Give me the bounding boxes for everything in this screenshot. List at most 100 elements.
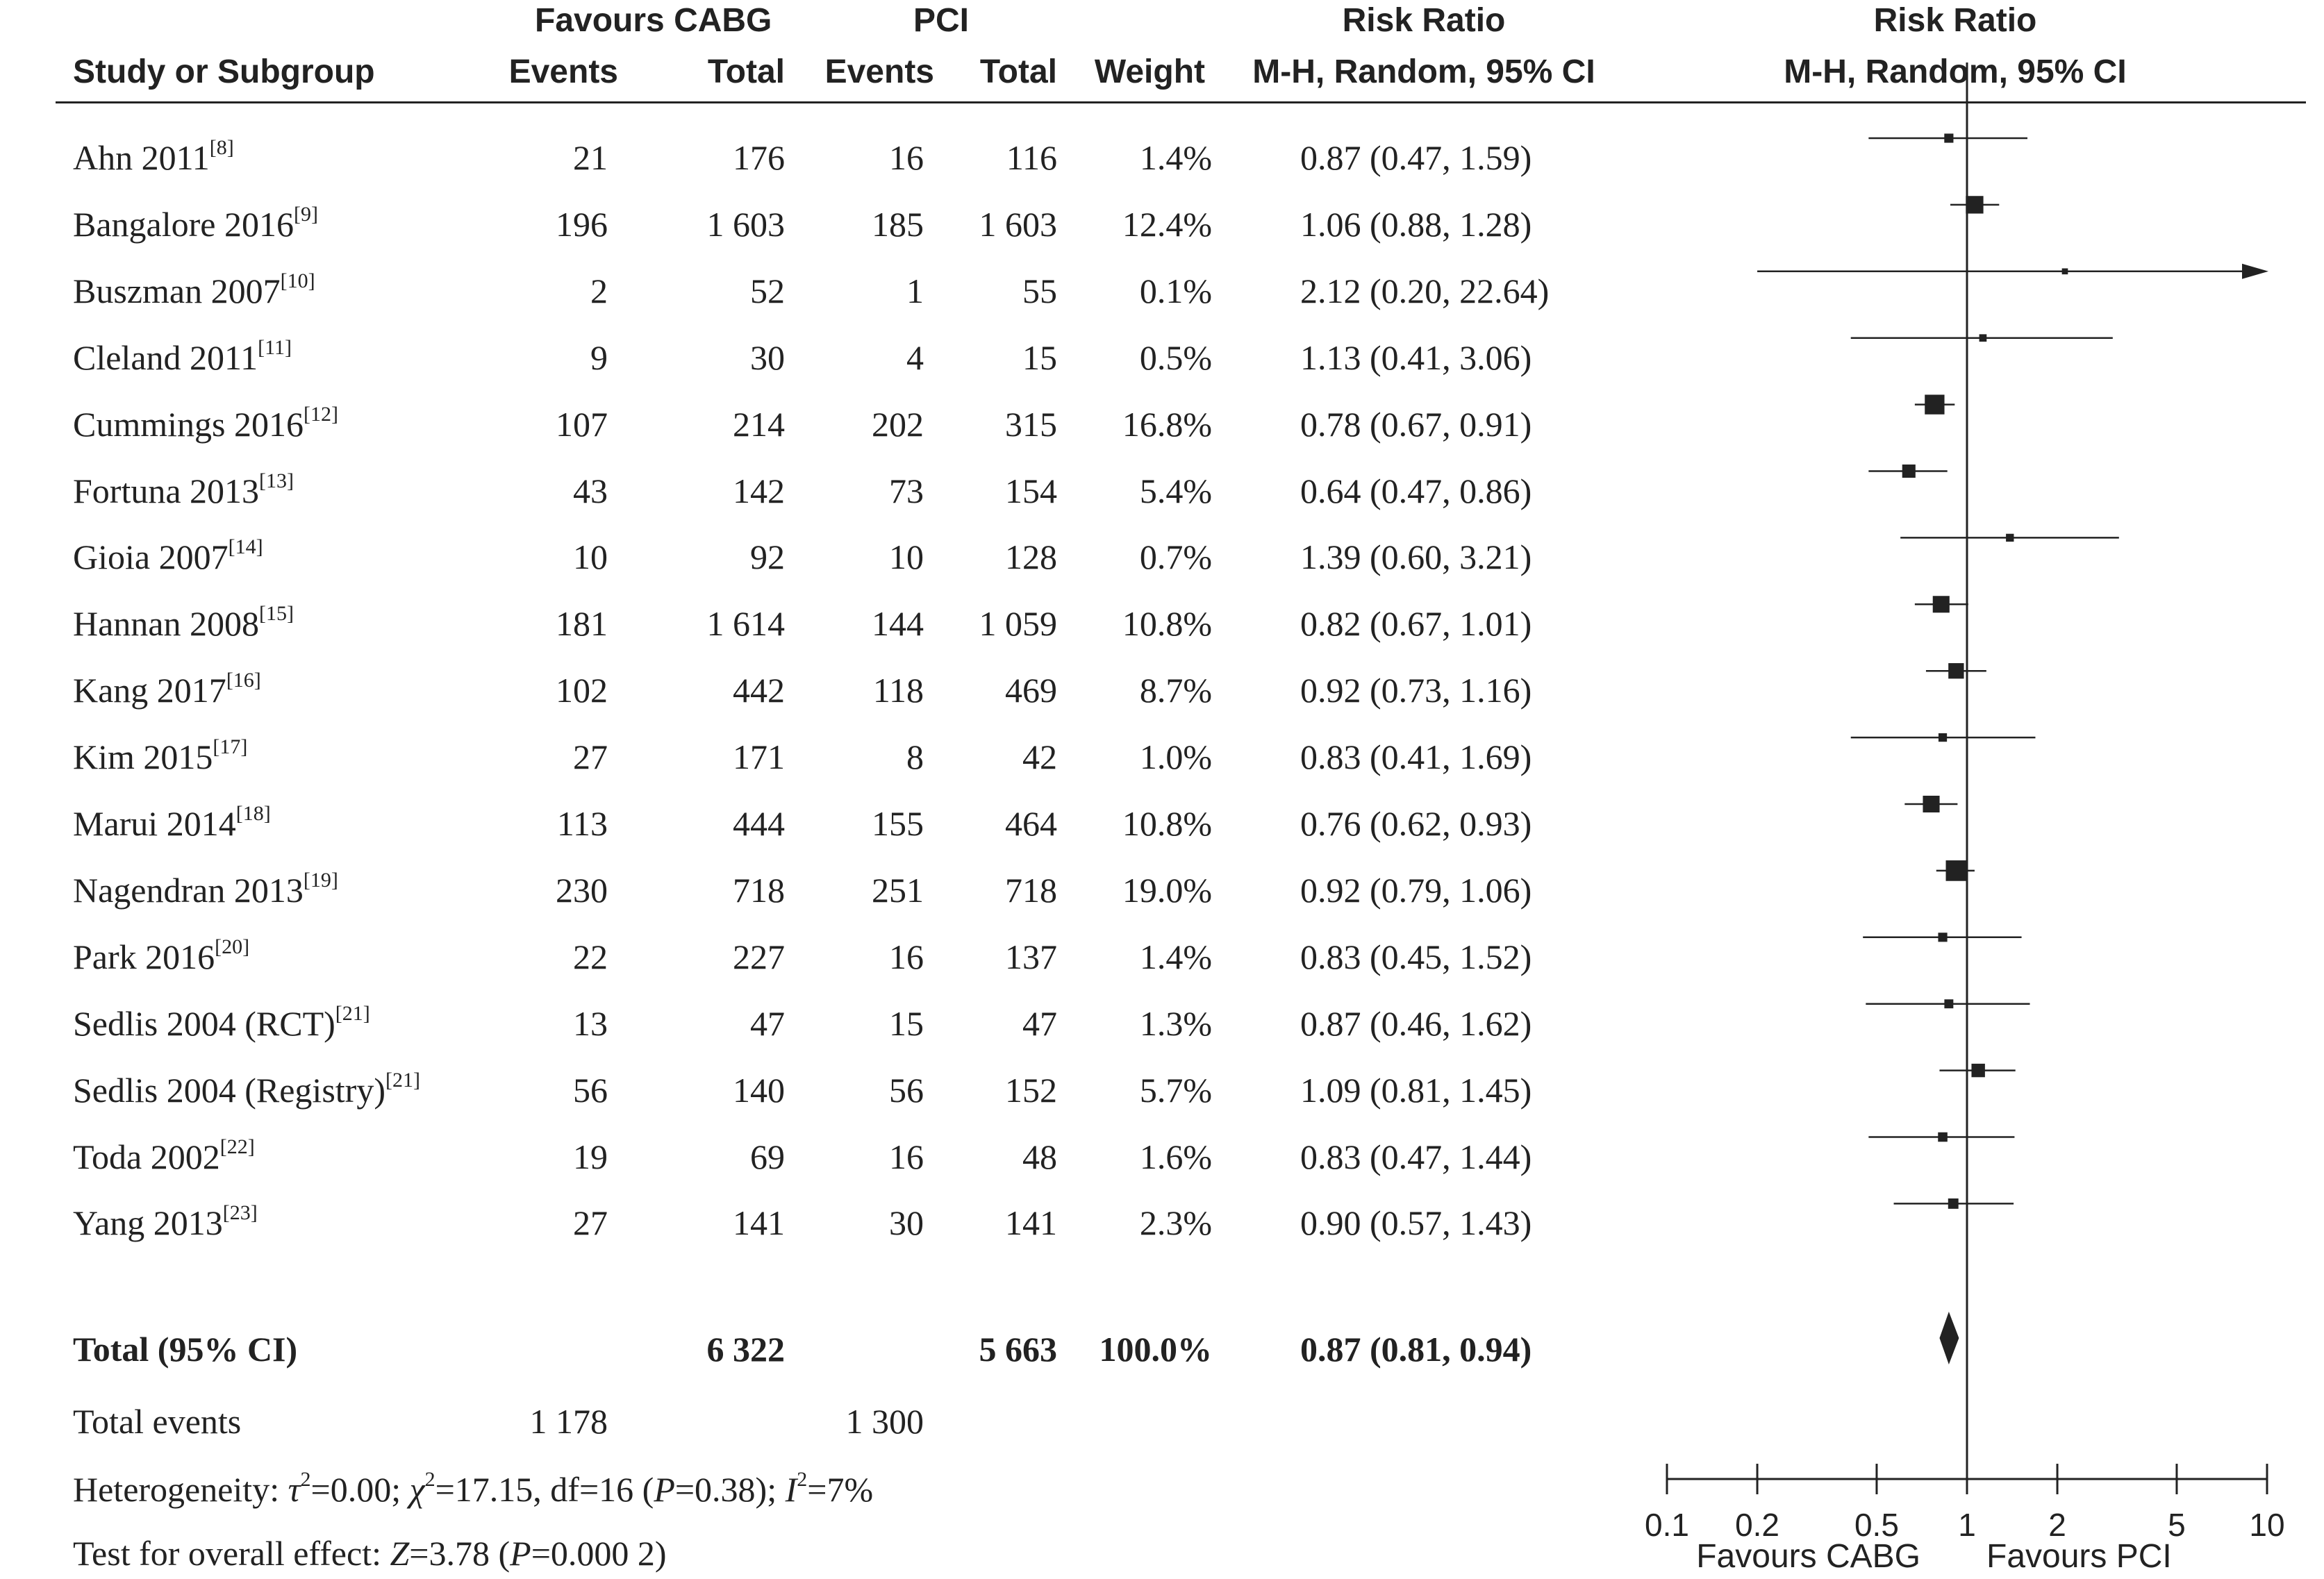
study-events2: 185 (872, 205, 924, 244)
study-name: Toda 2002[22] (73, 1135, 255, 1176)
study-name: Gioia 2007[14] (73, 535, 263, 576)
study-total1: 140 (733, 1071, 785, 1110)
overall-effect-text: Test for overall effect: Z=3.78 (P=0.000… (73, 1534, 667, 1573)
study-events1: 13 (573, 1004, 608, 1043)
study-total1: 444 (733, 804, 785, 843)
point-estimate (1945, 860, 1967, 881)
study-weight: 19.0% (1122, 871, 1212, 910)
group2-header: PCI (913, 2, 970, 39)
study-weight: 8.7% (1139, 671, 1212, 710)
study-rr-ci: 0.92 (0.79, 1.06) (1300, 871, 1532, 910)
study-rr-ci: 2.12 (0.20, 22.64) (1300, 271, 1550, 310)
point-estimate (1944, 133, 1954, 143)
study-total1: 1 614 (706, 604, 786, 643)
study-weight: 0.7% (1139, 537, 1212, 576)
events2-header: Events (824, 53, 934, 90)
study-events1: 181 (556, 604, 608, 643)
study-events1: 10 (573, 537, 608, 576)
rr-method-header: M-H, Random, 95% CI (1252, 53, 1595, 90)
study-rr-ci: 0.83 (0.45, 1.52) (1300, 937, 1532, 976)
study-total2: 718 (1005, 871, 1057, 910)
study-rr-ci: 0.87 (0.46, 1.62) (1300, 1004, 1532, 1043)
header-rule (56, 101, 2306, 103)
study-total1: 92 (750, 537, 785, 576)
study-name: Marui 2014[18] (73, 802, 271, 843)
study-weight: 10.8% (1122, 604, 1212, 643)
study-events2: 16 (889, 1137, 924, 1176)
study-total2: 1 603 (979, 205, 1058, 244)
study-events1: 113 (556, 804, 608, 843)
study-name: Fortuna 2013[13] (73, 469, 294, 510)
favours-right-label: Favours PCI (1986, 1538, 2172, 1575)
study-name: Cummings 2016[12] (73, 403, 338, 444)
study-rr-ci: 1.13 (0.41, 3.06) (1300, 338, 1532, 377)
point-estimate (1938, 933, 1948, 942)
point-estimate (1902, 464, 1916, 478)
study-rr-ci: 0.92 (0.73, 1.16) (1300, 671, 1532, 710)
study-weight: 1.3% (1139, 1004, 1212, 1043)
study-events1: 27 (573, 1203, 608, 1242)
study-total1: 176 (733, 138, 785, 177)
study-weight: 1.6% (1139, 1137, 1212, 1176)
study-total1: 171 (733, 737, 785, 776)
study-events2: 118 (872, 671, 924, 710)
study-events2: 8 (906, 737, 924, 776)
study-rr-ci: 0.83 (0.47, 1.44) (1300, 1137, 1532, 1176)
study-column-header: Study or Subgroup (73, 53, 375, 90)
weight-header: Weight (1094, 53, 1205, 90)
study-total2: 469 (1005, 671, 1057, 710)
total-events-label: Total events (73, 1402, 242, 1441)
study-total2: 141 (1005, 1203, 1057, 1242)
study-total2: 315 (1005, 405, 1057, 444)
point-estimate (1932, 596, 1950, 613)
x-tick-label: 0.2 (1735, 1507, 1779, 1543)
x-tick-label: 0.1 (1645, 1507, 1689, 1543)
study-name: Sedlis 2004 (Registry)[21] (73, 1069, 420, 1110)
study-rr-ci: 0.64 (0.47, 0.86) (1300, 471, 1532, 510)
study-events2: 15 (889, 1004, 924, 1043)
study-weight: 1.4% (1139, 138, 1212, 177)
study-total2: 15 (1022, 338, 1057, 377)
study-total1: 142 (733, 471, 785, 510)
study-events1: 230 (556, 871, 608, 910)
study-events2: 56 (889, 1071, 924, 1110)
study-rr-ci: 1.39 (0.60, 3.21) (1300, 537, 1532, 576)
study-weight: 0.1% (1139, 271, 1212, 310)
point-estimate (1938, 1132, 1948, 1142)
study-weight: 0.5% (1139, 338, 1212, 377)
study-name: Hannan 2008[15] (73, 602, 294, 643)
pooled-diamond (1939, 1312, 1959, 1364)
total1-header: Total (707, 53, 785, 90)
study-total1: 52 (750, 271, 785, 310)
study-events2: 144 (872, 604, 924, 643)
study-weight: 1.4% (1139, 937, 1212, 976)
ci-arrow (2242, 263, 2268, 279)
study-total1: 227 (733, 937, 785, 976)
study-events1: 21 (573, 138, 608, 177)
study-events1: 22 (573, 937, 608, 976)
study-total1: 1 603 (706, 205, 786, 244)
study-total2: 128 (1005, 537, 1057, 576)
point-estimate (1966, 196, 1984, 214)
study-total2: 154 (1005, 471, 1057, 510)
x-tick-label: 0.5 (1854, 1507, 1899, 1543)
study-rr-ci: 1.09 (0.81, 1.45) (1300, 1071, 1532, 1110)
total-rr: 0.87 (0.81, 0.94) (1300, 1330, 1532, 1369)
x-tick-label: 2 (2048, 1507, 2066, 1543)
study-weight: 5.4% (1139, 471, 1212, 510)
study-events1: 9 (590, 338, 608, 377)
study-total1: 442 (733, 671, 785, 710)
study-events1: 102 (556, 671, 608, 710)
study-events1: 107 (556, 405, 608, 444)
study-weight: 2.3% (1139, 1203, 1212, 1242)
x-tick-label: 5 (2168, 1507, 2186, 1543)
study-rr-ci: 0.82 (0.67, 1.01) (1300, 604, 1532, 643)
study-events1: 196 (556, 205, 608, 244)
point-estimate (2061, 268, 2068, 275)
favours-left-label: Favours CABG (1696, 1538, 1920, 1575)
point-estimate (1971, 1063, 1985, 1078)
study-events2: 30 (889, 1203, 924, 1242)
total-events-e2: 1 300 (845, 1402, 924, 1441)
study-events2: 4 (906, 338, 924, 377)
